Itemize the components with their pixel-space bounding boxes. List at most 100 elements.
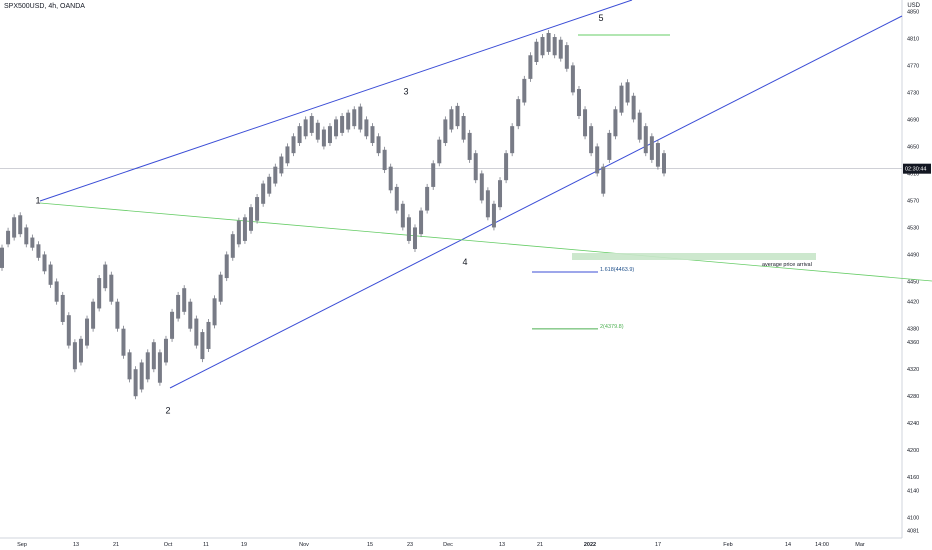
candle-body bbox=[461, 116, 466, 140]
x-tick-label: 13 bbox=[499, 542, 505, 548]
candle-body bbox=[139, 362, 144, 390]
candle-body bbox=[558, 39, 563, 59]
candle-body bbox=[327, 126, 332, 144]
wave-label: 3 bbox=[403, 87, 408, 97]
candle-body bbox=[297, 126, 302, 144]
candle-body bbox=[72, 342, 77, 370]
candle-body bbox=[273, 166, 278, 184]
candle-body bbox=[400, 203, 405, 228]
candle-body bbox=[364, 119, 369, 137]
candle-body bbox=[133, 369, 138, 397]
candle-body bbox=[443, 119, 448, 144]
x-tick-label: 14:00 bbox=[815, 542, 829, 548]
y-tick-label: 4100 bbox=[907, 516, 919, 522]
candle-body bbox=[655, 143, 660, 167]
candle-body bbox=[613, 109, 618, 137]
candle-body bbox=[279, 156, 284, 174]
x-tick-label: Mar bbox=[855, 542, 865, 548]
candle-body bbox=[163, 338, 168, 363]
candle-body bbox=[267, 176, 272, 194]
candle-body bbox=[601, 166, 606, 194]
x-tick-label: 21 bbox=[537, 542, 543, 548]
candle-body bbox=[662, 153, 666, 174]
x-tick-label: 11 bbox=[203, 542, 209, 548]
candle-body bbox=[595, 146, 600, 174]
y-tick-label: 4490 bbox=[907, 252, 919, 258]
candle-body bbox=[546, 32, 551, 52]
candle-body bbox=[66, 315, 71, 346]
candle-body bbox=[176, 294, 181, 319]
candle-body bbox=[249, 207, 254, 231]
candle-body bbox=[182, 288, 187, 312]
y-tick-label: 4320 bbox=[907, 367, 919, 373]
candle-body bbox=[85, 318, 90, 346]
wave-label: 4 bbox=[462, 257, 467, 267]
candle-body bbox=[467, 132, 472, 160]
candle-body bbox=[534, 41, 539, 63]
candle-body bbox=[18, 215, 23, 235]
y-tick-label: 4200 bbox=[907, 448, 919, 454]
candle-body bbox=[42, 254, 47, 272]
candle-body bbox=[97, 278, 102, 309]
y-tick-label: 4530 bbox=[907, 225, 919, 231]
candle-body bbox=[24, 227, 29, 245]
candle-body bbox=[455, 105, 460, 127]
x-tick-label: Nov bbox=[299, 542, 309, 548]
candle-body bbox=[358, 106, 363, 130]
candle-body bbox=[394, 186, 399, 211]
candle-body bbox=[303, 119, 308, 137]
y-tick-label: 4380 bbox=[907, 327, 919, 333]
candle-body bbox=[170, 311, 175, 339]
green-trend-line bbox=[39, 202, 932, 282]
y-tick-label: 4770 bbox=[907, 63, 919, 69]
y-tick-label: 4450 bbox=[907, 279, 919, 285]
candle-body bbox=[431, 163, 436, 187]
candle-body bbox=[649, 136, 654, 160]
x-tick-label: 19 bbox=[241, 542, 247, 548]
y-tick-label: 4360 bbox=[907, 340, 919, 346]
candle-body bbox=[498, 180, 503, 208]
candle-body bbox=[419, 210, 424, 235]
candle-body bbox=[589, 126, 594, 154]
y-tick-label: 4810 bbox=[907, 36, 919, 42]
candle-body bbox=[382, 149, 387, 171]
x-tick-label: 2022 bbox=[584, 542, 596, 548]
candle-body bbox=[412, 227, 417, 250]
candle-body bbox=[315, 122, 320, 140]
candle-body bbox=[576, 89, 581, 117]
candle-body bbox=[236, 220, 241, 245]
candle-body bbox=[340, 116, 345, 133]
candle-body bbox=[48, 264, 53, 285]
candle-body bbox=[255, 197, 260, 221]
annotation-label: average price arrival bbox=[762, 262, 812, 268]
x-tick-label: 17 bbox=[655, 542, 661, 548]
candle-body bbox=[103, 264, 108, 289]
y-tick-label: 4610 bbox=[907, 171, 919, 177]
candle-body bbox=[78, 338, 83, 363]
candle-body bbox=[36, 244, 41, 258]
candle-body bbox=[449, 109, 454, 130]
candle-body bbox=[425, 186, 430, 211]
lower-channel-line bbox=[169, 15, 903, 389]
x-tick-label: 13 bbox=[73, 542, 79, 548]
currency-label: USD bbox=[907, 3, 920, 9]
fib-level-label: 1.618(4463.9) bbox=[600, 267, 634, 273]
y-tick-label: 4081 bbox=[907, 529, 919, 535]
candle-body bbox=[583, 109, 588, 137]
candle-body bbox=[309, 116, 314, 133]
candle-body bbox=[491, 203, 496, 228]
y-tick-label: 4690 bbox=[907, 117, 919, 123]
wave-label: 1 bbox=[35, 195, 40, 205]
wave-label: 5 bbox=[598, 13, 603, 23]
current-price-label: 02:30:44 bbox=[905, 167, 926, 173]
y-tick-label: 4140 bbox=[907, 489, 919, 495]
y-tick-label: 4570 bbox=[907, 198, 919, 204]
candle-body bbox=[352, 109, 357, 127]
y-tick-label: 4420 bbox=[907, 300, 919, 306]
x-tick-label: 14 bbox=[785, 542, 791, 548]
candle-body bbox=[479, 173, 484, 201]
candle-body bbox=[625, 82, 630, 103]
candle-body bbox=[334, 119, 339, 137]
candle-body bbox=[0, 247, 4, 268]
